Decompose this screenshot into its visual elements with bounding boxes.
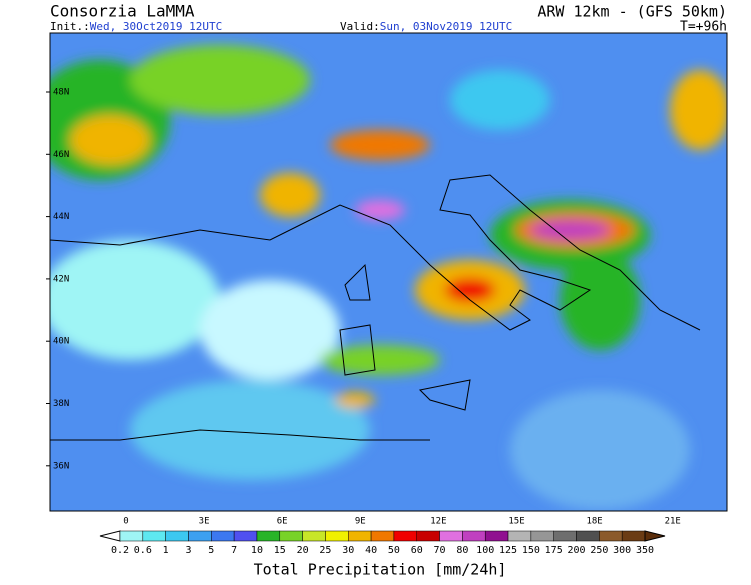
colorbar-label: 1 bbox=[163, 545, 169, 556]
colorbar-label: 20 bbox=[297, 545, 309, 556]
lat-label: 44N bbox=[53, 212, 69, 222]
colorbar-label: 350 bbox=[636, 545, 654, 556]
lat-label: 42N bbox=[53, 274, 69, 284]
colorbar-box bbox=[165, 530, 189, 542]
lon-label: 6E bbox=[277, 517, 288, 527]
colorbar-label: 50 bbox=[388, 545, 400, 556]
colorbar: 0.2 0.6 1 3 5 7 10 15 20 25 30 40 50 60 70 80 100 125 150 1… bbox=[99, 530, 666, 556]
valid-line: Valid:Sun, 03Nov2019 12UTC bbox=[340, 20, 512, 33]
colorbar-label: 150 bbox=[522, 545, 540, 556]
colorbar-box bbox=[211, 530, 235, 542]
colorbar-box bbox=[279, 530, 303, 542]
lon-label: 0 bbox=[123, 517, 128, 527]
lat-label: 46N bbox=[53, 150, 69, 160]
init-date: Wed, 30Oct2019 12UTC bbox=[90, 20, 222, 33]
colorbar-box bbox=[325, 530, 349, 542]
colorbar-label: 70 bbox=[434, 545, 446, 556]
colorbar-box bbox=[599, 530, 623, 542]
lat-labels: 48N 46N 44N 42N 40N 38N 36N bbox=[46, 88, 69, 471]
colorbar-label: 7 bbox=[231, 545, 237, 556]
colorbar-box bbox=[142, 530, 166, 542]
lat-label: 38N bbox=[53, 399, 69, 409]
init-label: Init.: bbox=[50, 20, 90, 33]
colorbar-label: 100 bbox=[476, 545, 494, 556]
colorbar-label: 30 bbox=[342, 545, 354, 556]
colorbar-label: 0.2 bbox=[111, 545, 129, 556]
colorbar-label: 60 bbox=[411, 545, 423, 556]
lat-label: 36N bbox=[53, 461, 69, 471]
lon-label: 15E bbox=[508, 517, 524, 527]
colorbar-box bbox=[621, 530, 646, 542]
valid-date: Sun, 03Nov2019 12UTC bbox=[380, 20, 512, 33]
colorbar-box bbox=[393, 530, 417, 542]
lead-time: T=+96h bbox=[680, 20, 727, 35]
lon-label: 12E bbox=[430, 517, 446, 527]
map-frame bbox=[49, 32, 728, 512]
colorbar-label: 80 bbox=[456, 545, 468, 556]
colorbar-label: 125 bbox=[499, 545, 517, 556]
colorbar-label: 40 bbox=[365, 545, 377, 556]
model: ARW 12km - (GFS 50km) bbox=[537, 3, 727, 21]
colorbar-label: 25 bbox=[319, 545, 331, 556]
colorbar-box bbox=[370, 530, 395, 542]
init-line: Init.:Wed, 30Oct2019 12UTC bbox=[50, 20, 222, 33]
colorbar-box bbox=[416, 530, 440, 542]
colorbar-box bbox=[188, 530, 212, 542]
colorbar-box bbox=[119, 530, 144, 542]
lon-label: 9E bbox=[355, 517, 366, 527]
colorbar-label: 300 bbox=[613, 545, 631, 556]
colorbar-box bbox=[348, 530, 372, 542]
colorbar-label: 200 bbox=[567, 545, 585, 556]
lat-label: 40N bbox=[53, 337, 69, 347]
colorbar-label: 3 bbox=[185, 545, 191, 556]
valid-label: Valid: bbox=[340, 20, 380, 33]
colorbar-box bbox=[439, 530, 463, 542]
colorbar-box bbox=[530, 530, 554, 542]
lon-label: 18E bbox=[586, 517, 602, 527]
colorbar-label: 175 bbox=[545, 545, 563, 556]
colorbar-over bbox=[644, 530, 666, 542]
colorbar-box bbox=[233, 530, 258, 542]
colorbar-box bbox=[484, 530, 509, 542]
colorbar-box bbox=[576, 530, 600, 542]
lon-label: 3E bbox=[199, 517, 210, 527]
lon-labels: 0 3E 6E 9E 12E 15E 18E 21E bbox=[123, 517, 681, 527]
lat-label: 48N bbox=[53, 88, 69, 98]
title: Consorzia LaMMA bbox=[50, 2, 195, 21]
colorbar-label: 15 bbox=[274, 545, 286, 556]
lon-label: 21E bbox=[665, 517, 681, 527]
colorbar-box bbox=[256, 530, 281, 542]
colorbar-title: Total Precipitation [mm/24h] bbox=[254, 561, 507, 579]
colorbar-box bbox=[507, 530, 532, 542]
colorbar-label: 0.6 bbox=[134, 545, 152, 556]
colorbar-label: 5 bbox=[208, 545, 214, 556]
colorbar-label: 10 bbox=[251, 545, 263, 556]
precip-field bbox=[50, 33, 727, 511]
colorbar-box bbox=[462, 530, 486, 542]
colorbar-under bbox=[99, 530, 121, 542]
colorbar-label: 250 bbox=[590, 545, 608, 556]
colorbar-box bbox=[302, 530, 326, 542]
colorbar-box bbox=[553, 530, 577, 542]
